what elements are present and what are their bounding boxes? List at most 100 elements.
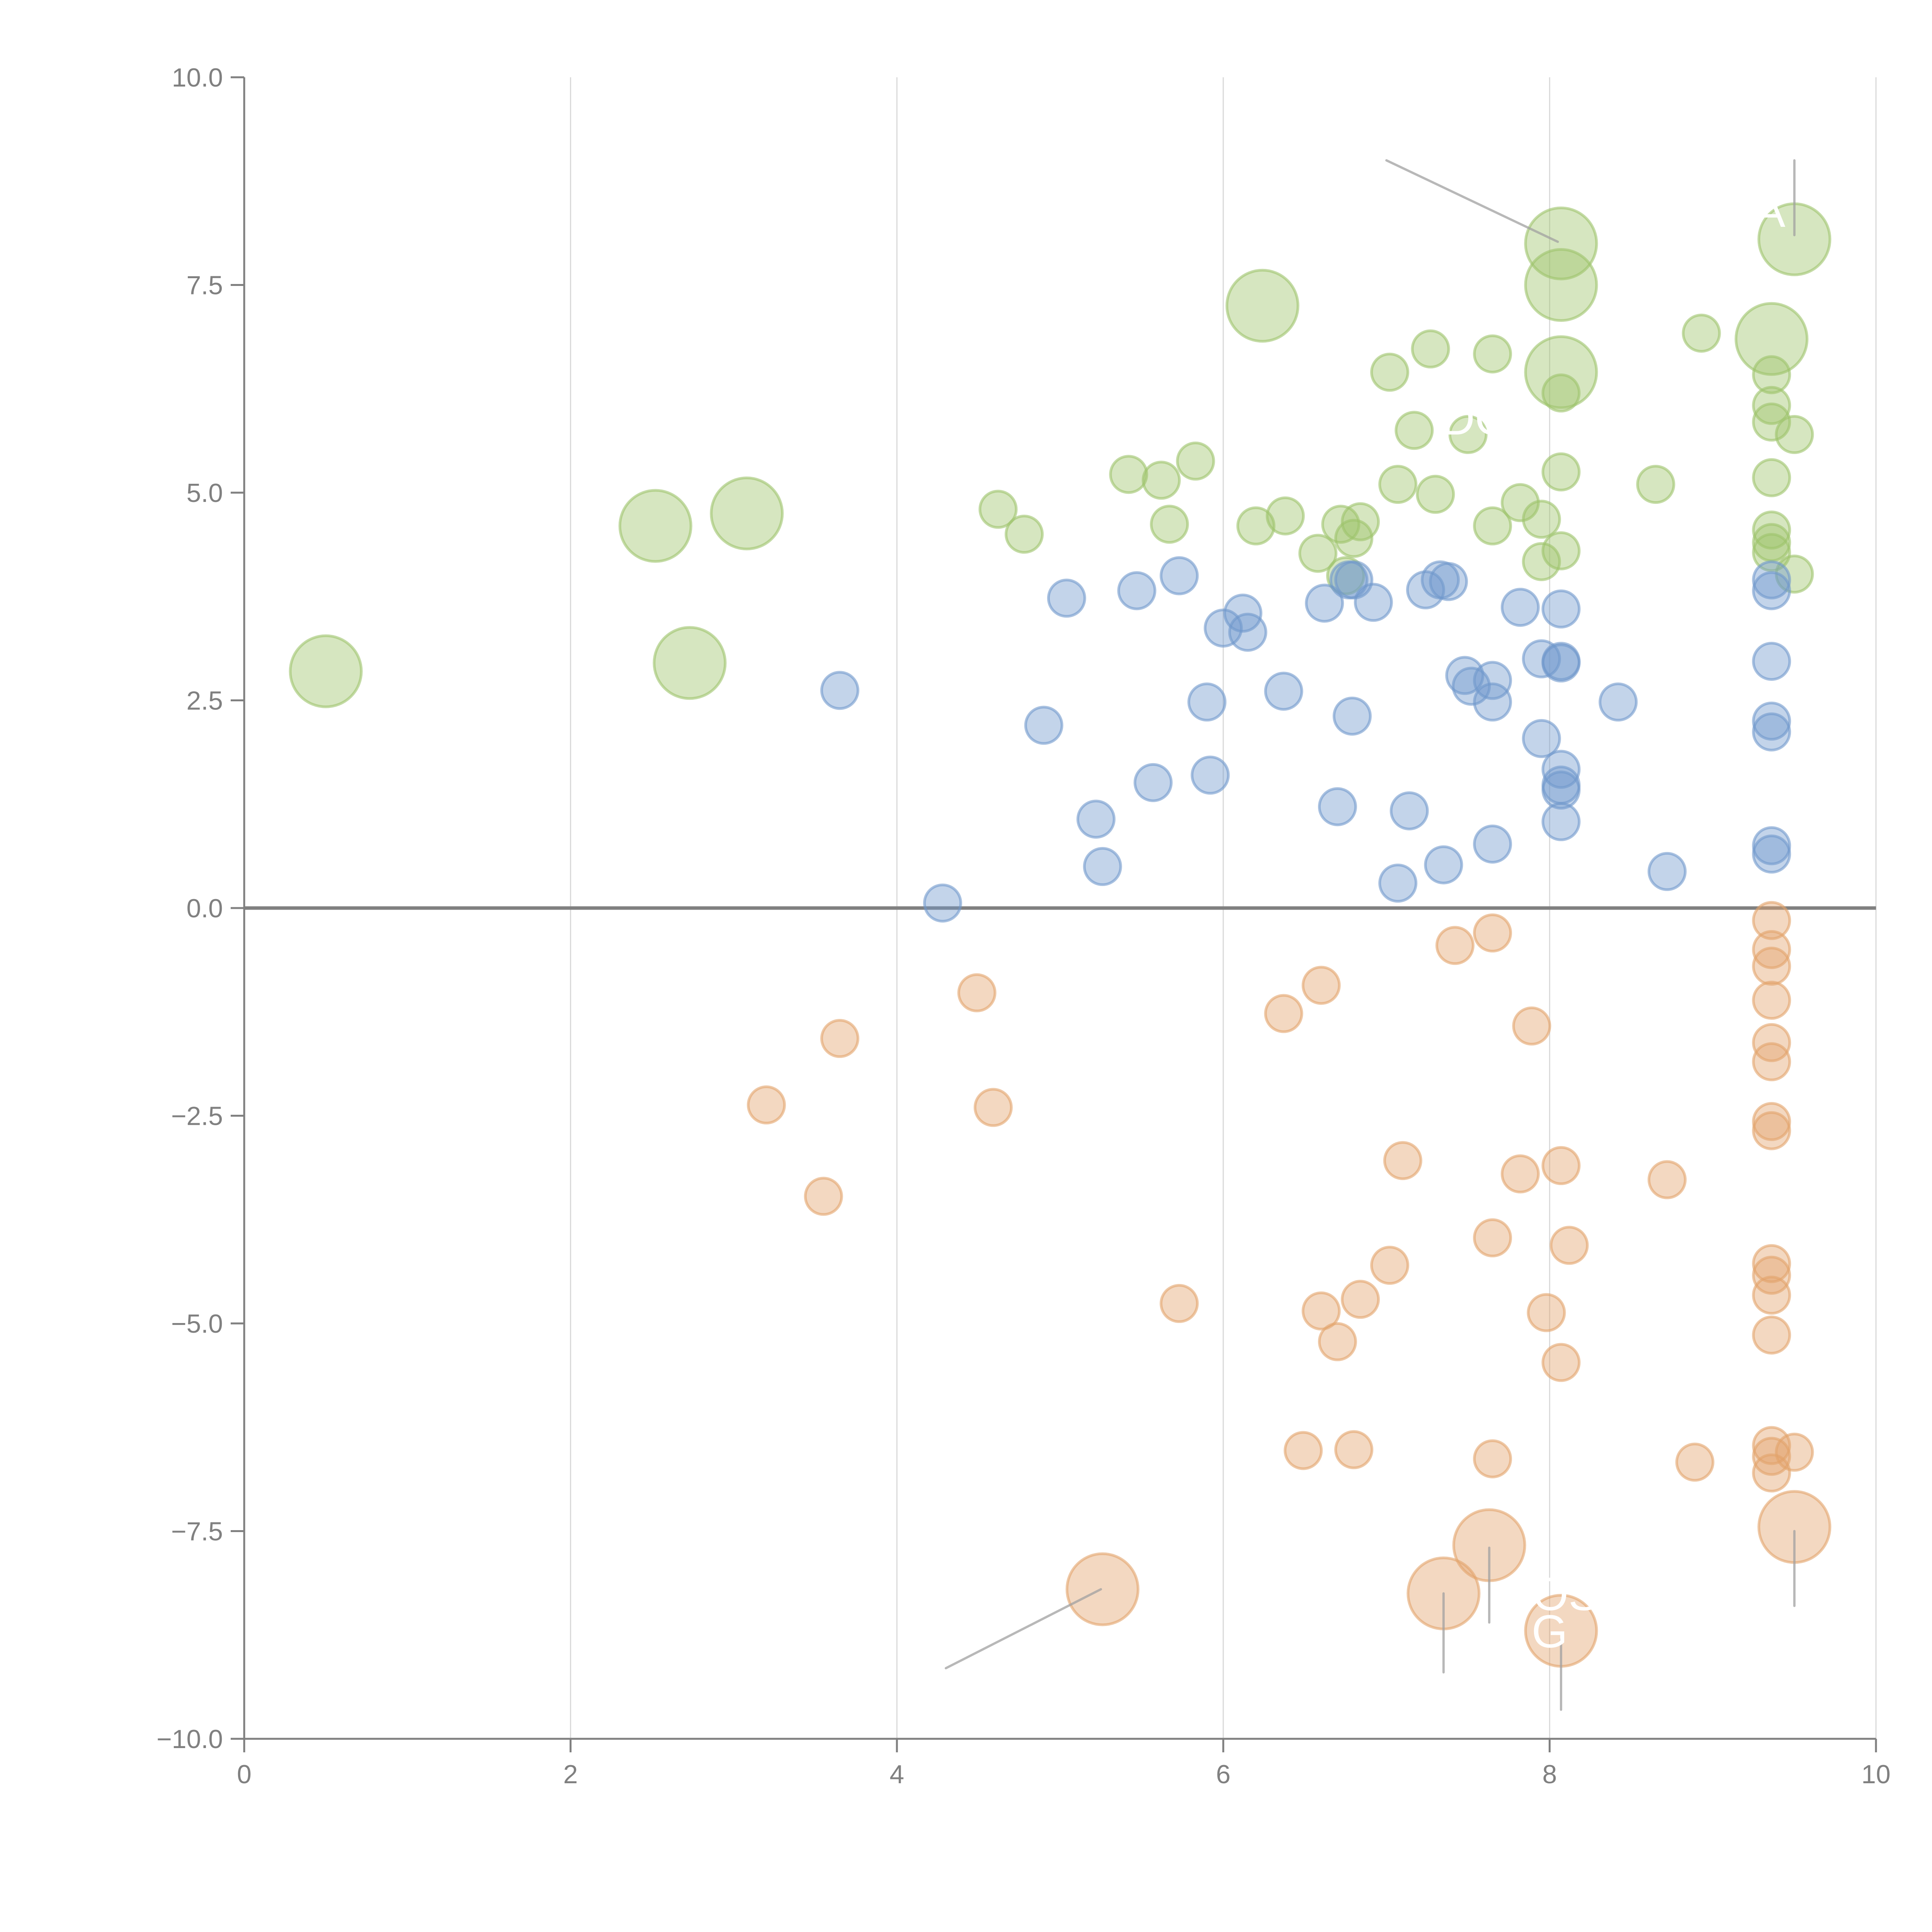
x-tick-label: 0 — [237, 1760, 252, 1789]
blue-point — [923, 883, 962, 923]
annotation-label: OS — [1532, 1568, 1599, 1620]
blue-point — [1024, 706, 1063, 745]
blue-point — [1318, 787, 1357, 827]
orange-point — [1752, 1315, 1791, 1355]
orange-point — [1752, 1111, 1791, 1150]
green-point — [1448, 415, 1488, 454]
blue-point — [1305, 583, 1344, 623]
orange-point — [1301, 966, 1341, 1005]
blue-point — [1522, 719, 1561, 758]
green-point — [978, 490, 1018, 529]
blue-point — [1190, 755, 1230, 795]
orange-point — [1473, 1439, 1512, 1478]
orange-point — [1264, 994, 1303, 1033]
x-tick-label: 10 — [1861, 1760, 1891, 1789]
blue-point — [1541, 750, 1581, 789]
orange-point — [1752, 981, 1791, 1020]
blue-point — [1752, 834, 1791, 874]
orange-point — [1752, 1244, 1791, 1283]
series-blue — [820, 556, 1791, 923]
orange-point — [1284, 1431, 1323, 1470]
axes: 0 2 4 6 8 10 10.0 7.5 5.0 2.5 0.0 −2.5 −5.0 −7.5 −10.0 — [156, 63, 1891, 1789]
leader-lines — [944, 159, 1796, 1711]
blue-point — [1076, 799, 1116, 839]
green-point — [1735, 302, 1809, 376]
green-point — [1473, 506, 1512, 546]
green-point — [1541, 373, 1581, 413]
green-point — [653, 626, 727, 700]
series-orange — [747, 901, 1832, 1668]
data-points — [289, 202, 1832, 1668]
blue-point — [1752, 571, 1791, 611]
orange-point — [1527, 1293, 1566, 1332]
green-point — [1473, 334, 1512, 374]
y-tick-label: −5.0 — [171, 1309, 223, 1338]
orange-point — [1435, 926, 1475, 965]
blue-point — [1378, 864, 1418, 903]
orange-point — [1752, 1276, 1791, 1315]
orange-point — [1318, 1322, 1357, 1361]
green-point — [1378, 465, 1418, 504]
y-tick-label: −10.0 — [156, 1725, 223, 1754]
x-tick-label: 6 — [1216, 1760, 1231, 1789]
orange-point — [1065, 1552, 1139, 1626]
green-point — [1176, 441, 1215, 481]
green-point — [1370, 352, 1410, 392]
orange-point — [804, 1177, 843, 1216]
orange-point — [1500, 1154, 1540, 1194]
orange-point — [1752, 1255, 1791, 1295]
blue-point — [1541, 643, 1581, 683]
blue-point — [1389, 791, 1429, 830]
annotation-label: A — [1754, 185, 1785, 237]
orange-point — [1541, 1146, 1581, 1185]
blue-point — [1473, 682, 1512, 722]
blue-point — [1752, 826, 1791, 866]
green-point — [1541, 452, 1581, 492]
blue-point — [1752, 701, 1791, 741]
blue-point — [1599, 682, 1638, 722]
x-tick-label: 4 — [889, 1760, 904, 1789]
y-tick-label: 7.5 — [186, 271, 223, 300]
orange-point — [1752, 901, 1791, 940]
leader-line — [944, 1588, 1102, 1670]
green-point — [1752, 402, 1791, 442]
y-tick-label: −7.5 — [171, 1517, 223, 1546]
green-point — [1524, 248, 1598, 322]
green-point — [1752, 510, 1791, 550]
orange-point — [1334, 1430, 1374, 1469]
blue-point — [1047, 578, 1086, 618]
green-point — [289, 634, 363, 708]
green-point — [618, 489, 692, 563]
blue-point — [1228, 612, 1267, 652]
green-point — [1524, 206, 1598, 281]
green-point — [1752, 458, 1791, 497]
orange-point — [1160, 1284, 1199, 1323]
blue-point — [1500, 588, 1540, 627]
y-tick-label: 5.0 — [186, 478, 223, 508]
orange-point — [1541, 1343, 1581, 1382]
orange-point — [1341, 1280, 1380, 1319]
blue-point — [1752, 712, 1791, 752]
orange-point — [1473, 1218, 1512, 1258]
blue-point — [1752, 641, 1791, 681]
green-point — [1636, 465, 1675, 504]
green-point — [1522, 542, 1561, 581]
blue-point — [1473, 824, 1512, 864]
green-point — [1541, 531, 1581, 570]
blue-point — [1473, 661, 1512, 700]
blue-point — [1332, 696, 1372, 736]
leader-line — [1385, 159, 1559, 243]
green-point — [1682, 313, 1721, 353]
orange-point — [973, 1088, 1013, 1127]
y-tick-label: 10.0 — [172, 63, 223, 92]
orange-point — [820, 1019, 859, 1058]
green-point — [1265, 496, 1305, 536]
blue-point — [1752, 560, 1791, 600]
green-point — [1522, 500, 1561, 539]
blue-point — [1541, 802, 1581, 841]
green-point — [1341, 502, 1380, 541]
orange-point — [1752, 1102, 1791, 1141]
orange-point — [1775, 1432, 1814, 1472]
blue-point — [1264, 672, 1303, 711]
green-point — [1298, 534, 1338, 573]
